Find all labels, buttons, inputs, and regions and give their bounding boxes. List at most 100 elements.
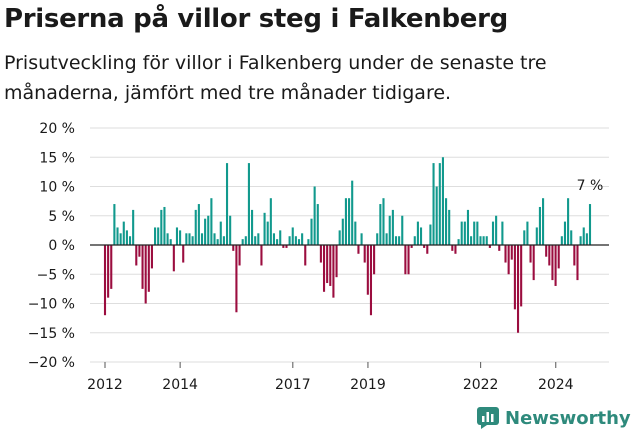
bar — [150, 245, 153, 269]
bar — [423, 245, 426, 248]
bar — [435, 186, 438, 245]
bar — [291, 227, 294, 245]
bar — [238, 245, 241, 266]
bar — [204, 218, 207, 245]
bar — [160, 209, 163, 245]
y-tick-label: 20 % — [39, 121, 75, 137]
bar — [335, 245, 338, 278]
bar — [232, 245, 235, 251]
bar — [182, 245, 185, 263]
bar — [244, 236, 247, 245]
bar — [138, 245, 141, 257]
bar — [272, 233, 276, 245]
bar — [466, 209, 470, 245]
bar — [538, 206, 541, 245]
bar — [219, 221, 222, 245]
bar — [429, 224, 432, 245]
bar — [266, 221, 269, 245]
bar — [516, 245, 520, 333]
y-tick-label: −20 % — [28, 355, 75, 371]
x-tick-label: 2022 — [463, 377, 499, 393]
bar — [344, 198, 347, 245]
bar — [307, 239, 310, 245]
bar — [351, 180, 354, 245]
bar — [254, 236, 257, 245]
bar — [276, 239, 279, 245]
bar — [548, 245, 551, 266]
newsworthy-brand[interactable]: Newsworthy — [477, 407, 631, 429]
bar — [341, 218, 344, 245]
x-tick-label: 2024 — [538, 377, 574, 393]
newsworthy-logo-icon — [477, 407, 499, 429]
y-tick-label: 5 % — [48, 209, 75, 225]
bar — [103, 245, 107, 316]
bar — [332, 245, 335, 298]
bar — [348, 198, 351, 245]
bar — [407, 245, 410, 275]
bar — [329, 245, 332, 286]
bar — [194, 209, 197, 245]
bar — [394, 236, 398, 245]
bar — [398, 236, 401, 245]
bar — [322, 245, 326, 292]
chart-subtitle: Prisutveckling för villor i Falkenberg u… — [4, 52, 547, 104]
bar — [526, 221, 529, 245]
bar — [263, 212, 266, 245]
y-tick-label: −15 % — [28, 326, 75, 342]
y-tick-label: 15 % — [39, 150, 75, 166]
bar — [529, 245, 532, 263]
bar — [513, 245, 516, 310]
bar — [113, 204, 116, 245]
bar — [495, 215, 498, 245]
bar — [188, 233, 191, 245]
y-tick-label: 10 % — [39, 180, 75, 196]
bar — [285, 245, 288, 248]
x-tick-label: 2017 — [275, 377, 311, 393]
bar — [470, 236, 473, 245]
bar — [207, 215, 210, 245]
y-tick-label: 0 % — [48, 238, 75, 254]
bar — [542, 198, 545, 245]
bar — [213, 233, 216, 245]
bar — [216, 239, 219, 245]
y-tick-label: −5 % — [37, 267, 75, 283]
bar — [197, 204, 200, 245]
bar — [147, 245, 150, 292]
bar — [582, 227, 585, 245]
bar — [438, 163, 441, 245]
bar — [316, 204, 319, 245]
bar — [247, 163, 250, 245]
bar — [485, 236, 488, 245]
bar — [163, 206, 166, 245]
bar — [376, 233, 379, 245]
bar — [172, 245, 175, 272]
bar — [125, 230, 128, 245]
bar — [507, 245, 510, 275]
bar — [520, 245, 523, 307]
bar — [476, 221, 479, 245]
y-tick-label: −10 % — [28, 297, 75, 313]
bar — [501, 221, 504, 245]
bar — [451, 245, 454, 251]
bar — [304, 245, 307, 266]
bar — [319, 245, 322, 263]
bar — [585, 233, 588, 245]
bar — [297, 239, 301, 245]
chart-title: Priserna på villor steg i Falkenberg — [4, 4, 508, 34]
bar — [510, 245, 513, 260]
bar-series — [103, 157, 592, 333]
bar — [535, 227, 538, 245]
bar — [229, 215, 232, 245]
bar — [200, 233, 204, 245]
bar — [563, 221, 567, 245]
bar — [141, 245, 144, 289]
bar — [179, 230, 182, 245]
bar — [110, 245, 113, 289]
bar — [419, 227, 423, 245]
bar — [338, 230, 341, 245]
bar — [373, 245, 376, 275]
bar — [222, 236, 225, 245]
bar — [210, 198, 213, 245]
x-tick-label: 2014 — [162, 377, 198, 393]
